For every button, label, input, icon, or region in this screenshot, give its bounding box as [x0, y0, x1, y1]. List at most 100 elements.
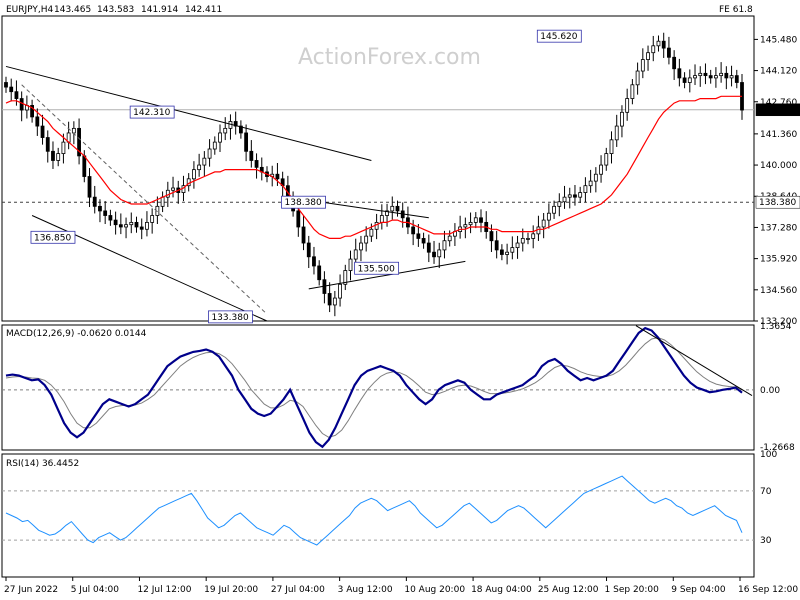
candle-body — [385, 210, 389, 216]
candle-body — [233, 121, 238, 127]
time-tick-label: 10 Aug 20:00 — [404, 585, 465, 595]
candle-body — [343, 270, 348, 285]
price-label-135-500: 135.500 — [358, 264, 395, 274]
rsi-label: RSI(14) 36.4452 — [6, 459, 79, 469]
candle-body — [687, 77, 692, 83]
candle-body — [437, 249, 442, 258]
candle-body — [145, 221, 149, 230]
candle-body — [494, 240, 499, 251]
macd-zero-label: 0.00 — [760, 386, 780, 396]
candle-body — [77, 127, 81, 157]
candle-body — [499, 249, 504, 255]
candle-body — [682, 77, 687, 83]
candle-body — [353, 249, 358, 260]
price-tick-label: 141.360 — [760, 130, 797, 140]
candle-body — [139, 226, 144, 230]
candle-body — [630, 84, 635, 99]
candle-body — [567, 194, 572, 198]
candle-body — [45, 137, 50, 152]
candle-body — [724, 72, 729, 79]
candle-body — [171, 187, 175, 191]
rsi-level-label: 30 — [760, 536, 772, 546]
candle-body — [165, 189, 170, 198]
candle-body — [442, 240, 447, 251]
candle-body — [35, 116, 40, 127]
candle-body — [296, 210, 301, 228]
rsi-line — [5, 475, 743, 546]
candle-body — [202, 157, 207, 166]
candle-body — [421, 238, 426, 244]
candle-body — [134, 221, 139, 228]
candle-body — [635, 70, 640, 86]
candle-body — [573, 194, 577, 198]
price-tick-label: 145.480 — [760, 35, 797, 45]
level-price-tag: 138.380 — [759, 198, 796, 208]
candle-body — [546, 212, 551, 221]
price-label-box — [281, 195, 326, 209]
candle-body — [552, 205, 556, 214]
candle-body — [218, 132, 222, 143]
candle-body — [672, 56, 677, 70]
time-tick-label: 1 Sep 20:00 — [605, 585, 660, 595]
price-label-138-380: 138.380 — [285, 198, 322, 208]
candle-body — [103, 210, 108, 216]
candle-body — [593, 173, 598, 182]
candle-body — [536, 226, 541, 235]
candle-body — [510, 247, 515, 253]
watermark: ActionForex.com — [298, 45, 481, 70]
candle-body — [14, 91, 19, 99]
candle-body — [249, 150, 254, 161]
time-tick-label: 27 Jun 2022 — [4, 585, 58, 595]
price-tick-label: 135.920 — [760, 255, 797, 265]
candle-body — [651, 45, 656, 54]
candle-body — [390, 205, 395, 212]
candle-body — [113, 219, 118, 226]
candle-body — [92, 196, 97, 207]
candle-body — [541, 219, 546, 228]
candle-body — [588, 180, 593, 187]
candle-body — [306, 242, 311, 258]
time-tick-label: 16 Sep 12:00 — [738, 585, 798, 595]
time-tick-label: 3 Aug 12:00 — [338, 585, 393, 595]
price-panel-frame — [1, 15, 755, 322]
candle-body — [411, 226, 416, 235]
candle-body — [479, 217, 483, 223]
time-tick-label: 18 Aug 04:00 — [471, 585, 532, 595]
candle-body — [640, 59, 645, 72]
macd-signal-line — [5, 337, 743, 438]
candle-body — [557, 201, 562, 207]
candle-body — [489, 231, 494, 242]
upper-channel-line — [5, 65, 372, 161]
time-tick-label: 5 Jul 04:00 — [71, 585, 120, 595]
price-label-136-850: 136.850 — [34, 233, 71, 243]
fib-label: FE 61.8 — [719, 5, 753, 15]
candle-body — [667, 47, 671, 58]
candle-body — [197, 164, 202, 171]
candle-body — [625, 98, 630, 113]
price-label-box — [129, 105, 175, 119]
moving-average-line — [5, 95, 742, 239]
macd-label: MACD(12,26,9) -0.0620 0.0144 — [6, 329, 147, 339]
candle-body — [244, 132, 249, 152]
candle-body — [578, 192, 583, 198]
time-tick-label: 25 Aug 12:00 — [538, 585, 599, 595]
candle-body — [19, 98, 24, 111]
candle-body — [447, 235, 452, 242]
macd-top-label: 1.3654 — [760, 322, 792, 332]
candle-body — [327, 293, 332, 306]
candle-body — [87, 176, 92, 198]
candle-body — [468, 221, 473, 226]
candle-body — [463, 224, 468, 228]
candle-body — [61, 141, 66, 154]
candle-body — [118, 224, 123, 228]
candle-body — [609, 139, 614, 154]
candle-body — [254, 160, 259, 168]
rsi-level-label: 70 — [760, 487, 772, 497]
candle-body — [416, 233, 421, 239]
ohlc-close: 142.411 — [185, 5, 222, 15]
candle-body — [301, 226, 306, 244]
macd-panel-frame — [1, 324, 755, 451]
candle-body — [379, 215, 384, 223]
time-tick-label: 9 Sep 04:00 — [671, 585, 726, 595]
ohlc-high: 143.583 — [97, 5, 134, 15]
